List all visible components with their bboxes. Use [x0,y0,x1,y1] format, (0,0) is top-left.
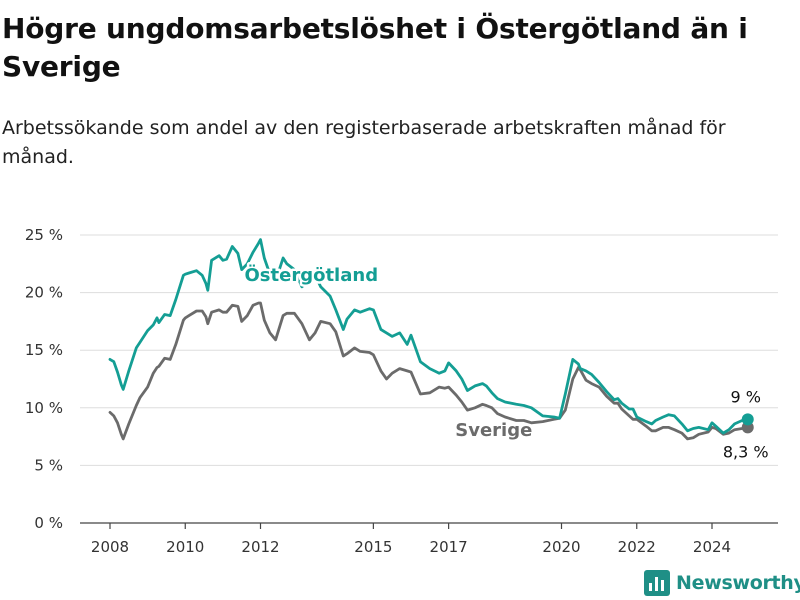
end-point-ostergotland [741,413,754,426]
x-tick-label: 2024 [693,538,731,556]
end-value-label-sverige: 8,3 % [723,442,769,461]
y-tick-label: 5 % [34,456,63,474]
x-axis: 2008 2010 2012 2015 2017 2020 2022 2024 [80,522,778,556]
x-tick-label: 2015 [354,538,392,556]
y-tick-label: 20 % [25,284,63,302]
x-tick-label: 2022 [618,538,656,556]
x-tick-label: 2017 [430,538,468,556]
series-lines [108,238,754,441]
series-label-ostergotland-halo: Östergötland [245,264,379,286]
y-tick-label: 0 % [34,514,63,532]
end-value-label-ostergotland: 9 % [731,387,761,406]
x-tick-label: 2008 [91,538,129,556]
newsworthy-bar-chart-icon [644,570,670,596]
series-label-sverige: Sverige [455,420,532,441]
series-label-ostergotland: Östergötland [245,264,379,286]
newsworthy-logo: Newsworthy [644,568,800,598]
chart-subtitle: Arbetssökande som andel av den registerb… [2,117,726,168]
gridlines [80,234,778,466]
series-label-sverige-halo: Sverige [455,420,532,441]
x-tick-label: 2010 [166,538,204,556]
chart-title: Högre ungdomsarbetslöshet i Östergötland… [2,12,748,83]
y-axis-tick-labels: 0 % 5 % 10 % 15 % 20 % 25 % [25,226,63,532]
y-tick-label: 15 % [25,341,63,359]
y-tick-label: 10 % [25,399,63,417]
logo-text: Newsworthy [676,572,800,594]
series-line-sverige [108,301,750,441]
x-tick-label: 2012 [241,538,279,556]
y-tick-label: 25 % [25,226,63,244]
series-labels: 9 %8,3 %ÖstergötlandÖstergötlandSverigeS… [242,262,769,462]
x-tick-label: 2020 [542,538,580,556]
series-line-ostergotland [108,238,750,435]
